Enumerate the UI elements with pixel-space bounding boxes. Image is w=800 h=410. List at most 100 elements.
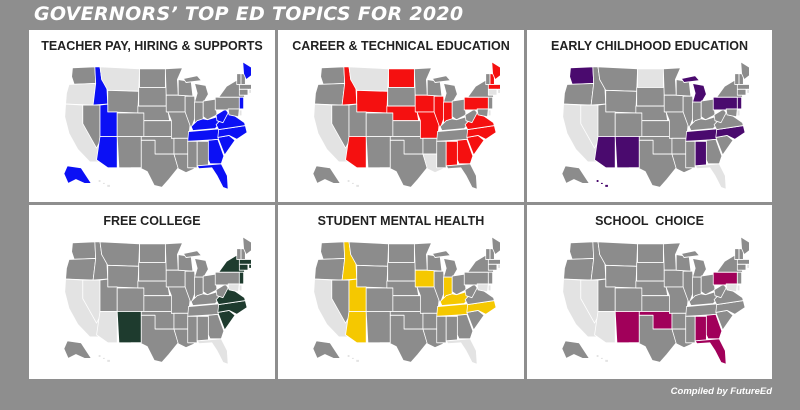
state-or	[314, 83, 346, 106]
state-me	[242, 236, 251, 256]
panel-title: SCHOOL CHOICE	[595, 214, 704, 228]
state-ms	[436, 315, 447, 344]
state-or	[563, 258, 595, 281]
state-ma	[487, 259, 500, 265]
state-mn	[662, 242, 681, 271]
state-co	[365, 287, 394, 312]
us-map-free-college	[63, 236, 251, 365]
state-ma	[238, 84, 251, 90]
state-or	[65, 258, 97, 281]
state-mn	[164, 67, 183, 96]
state-ia	[414, 269, 435, 288]
us-map-early-childhood	[561, 61, 749, 190]
state-nj	[736, 271, 743, 285]
state-wy	[605, 89, 638, 114]
state-nd	[637, 243, 664, 263]
state-hi	[97, 354, 111, 363]
state-az	[345, 310, 367, 344]
state-ia	[165, 269, 186, 288]
state-tx	[379, 314, 428, 363]
state-ri	[497, 263, 500, 269]
state-md	[227, 283, 240, 293]
state-al	[196, 315, 209, 343]
state-ak	[561, 340, 590, 359]
state-ar	[173, 312, 190, 330]
state-ak	[63, 340, 92, 359]
state-ks	[392, 295, 421, 312]
state-az	[96, 135, 118, 169]
state-az	[594, 135, 616, 169]
map-panel-career-technical: CAREER & TECHNICAL EDUCATION	[278, 30, 524, 202]
state-wy	[356, 264, 389, 289]
state-ak	[63, 165, 92, 184]
state-vt	[485, 73, 491, 85]
state-wa	[71, 66, 97, 85]
state-ri	[248, 263, 251, 269]
state-nj	[487, 96, 494, 110]
state-ia	[663, 94, 684, 113]
state-ia	[165, 94, 186, 113]
state-ms	[187, 140, 198, 169]
state-me	[242, 61, 251, 81]
state-hi	[97, 179, 111, 188]
state-de	[736, 284, 741, 292]
state-oh	[451, 273, 467, 296]
state-ms	[187, 315, 198, 344]
state-ma	[736, 259, 749, 265]
state-wy	[107, 89, 140, 114]
state-ma	[238, 259, 251, 265]
state-de	[736, 109, 741, 117]
state-tx	[628, 139, 677, 188]
state-sd	[636, 261, 665, 282]
credit-text: Compiled by FutureEd	[670, 386, 772, 397]
state-nj	[238, 271, 245, 285]
state-wa	[569, 66, 595, 85]
state-il	[433, 95, 445, 130]
state-ar	[671, 137, 688, 155]
state-pa	[712, 96, 738, 111]
state-ri	[497, 88, 500, 94]
state-mt	[348, 66, 389, 92]
state-pa	[214, 96, 240, 111]
state-mt	[597, 241, 638, 267]
state-hi	[346, 354, 360, 363]
state-wy	[107, 264, 140, 289]
state-ak	[312, 340, 341, 359]
state-ct	[736, 88, 747, 96]
state-ma	[736, 84, 749, 90]
state-vt	[236, 73, 242, 85]
maps-grid: TEACHER PAY, HIRING & SUPPORTS CAREER & …	[29, 30, 772, 379]
state-il	[184, 270, 196, 305]
state-md	[725, 283, 738, 293]
state-me	[740, 236, 749, 256]
state-md	[476, 283, 489, 293]
state-tx	[628, 314, 677, 363]
state-sd	[138, 86, 167, 107]
map-panel-early-childhood: EARLY CHILDHOOD EDUCATION	[527, 30, 772, 202]
state-sd	[387, 261, 416, 282]
state-oh	[700, 98, 716, 121]
state-ms	[685, 315, 696, 344]
state-or	[563, 83, 595, 106]
state-nm	[116, 310, 142, 344]
state-vt	[734, 73, 740, 85]
panel-title: STUDENT MENTAL HEALTH	[317, 214, 485, 228]
state-mn	[164, 242, 183, 271]
state-nj	[736, 96, 743, 110]
state-ar	[422, 312, 439, 330]
state-de	[238, 109, 243, 117]
state-co	[116, 112, 145, 137]
us-map-career-technical	[312, 61, 500, 190]
state-me	[491, 61, 500, 81]
state-wa	[320, 241, 346, 260]
state-wy	[605, 264, 638, 289]
state-or	[65, 83, 97, 106]
state-nj	[238, 96, 245, 110]
state-de	[238, 284, 243, 292]
state-nd	[388, 68, 415, 88]
state-ks	[143, 295, 172, 312]
state-hi	[595, 179, 609, 188]
state-ri	[746, 263, 749, 269]
state-mt	[348, 241, 389, 267]
state-wa	[71, 241, 97, 260]
